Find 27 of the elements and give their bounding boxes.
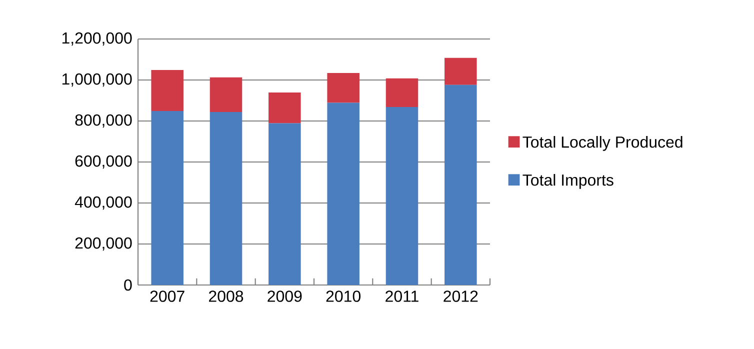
bar [444, 58, 477, 85]
x-tick-label: 2009 [268, 290, 302, 302]
legend-label: Total Imports [522, 174, 614, 189]
y-tick-label: 800,000 [75, 114, 132, 128]
bar [210, 112, 242, 285]
y-tick-label: 0 [124, 279, 132, 291]
y-tick-label: 200,000 [75, 237, 132, 251]
y-tick-label: 1,000,000 [62, 73, 132, 87]
x-tick-label: 2010 [326, 290, 360, 302]
x-tick-label: 2007 [150, 290, 184, 302]
bar [327, 102, 360, 285]
bar [386, 107, 418, 285]
x-tick-label: 2008 [209, 290, 244, 302]
x-tick-label: 2012 [444, 290, 478, 302]
bar [210, 77, 242, 112]
x-tick-label: 2011 [386, 290, 418, 302]
y-tick-label: 1,200,000 [62, 32, 132, 46]
bar [327, 73, 360, 103]
legend-label: Total Locally Produced [522, 136, 682, 151]
y-tick-label: 400,000 [74, 196, 132, 210]
y-tick-label: 600,000 [75, 155, 132, 169]
bar [444, 84, 477, 285]
bar [151, 110, 184, 285]
bar [386, 78, 418, 108]
bar [151, 70, 184, 111]
bar [268, 92, 301, 124]
bar [268, 123, 301, 285]
